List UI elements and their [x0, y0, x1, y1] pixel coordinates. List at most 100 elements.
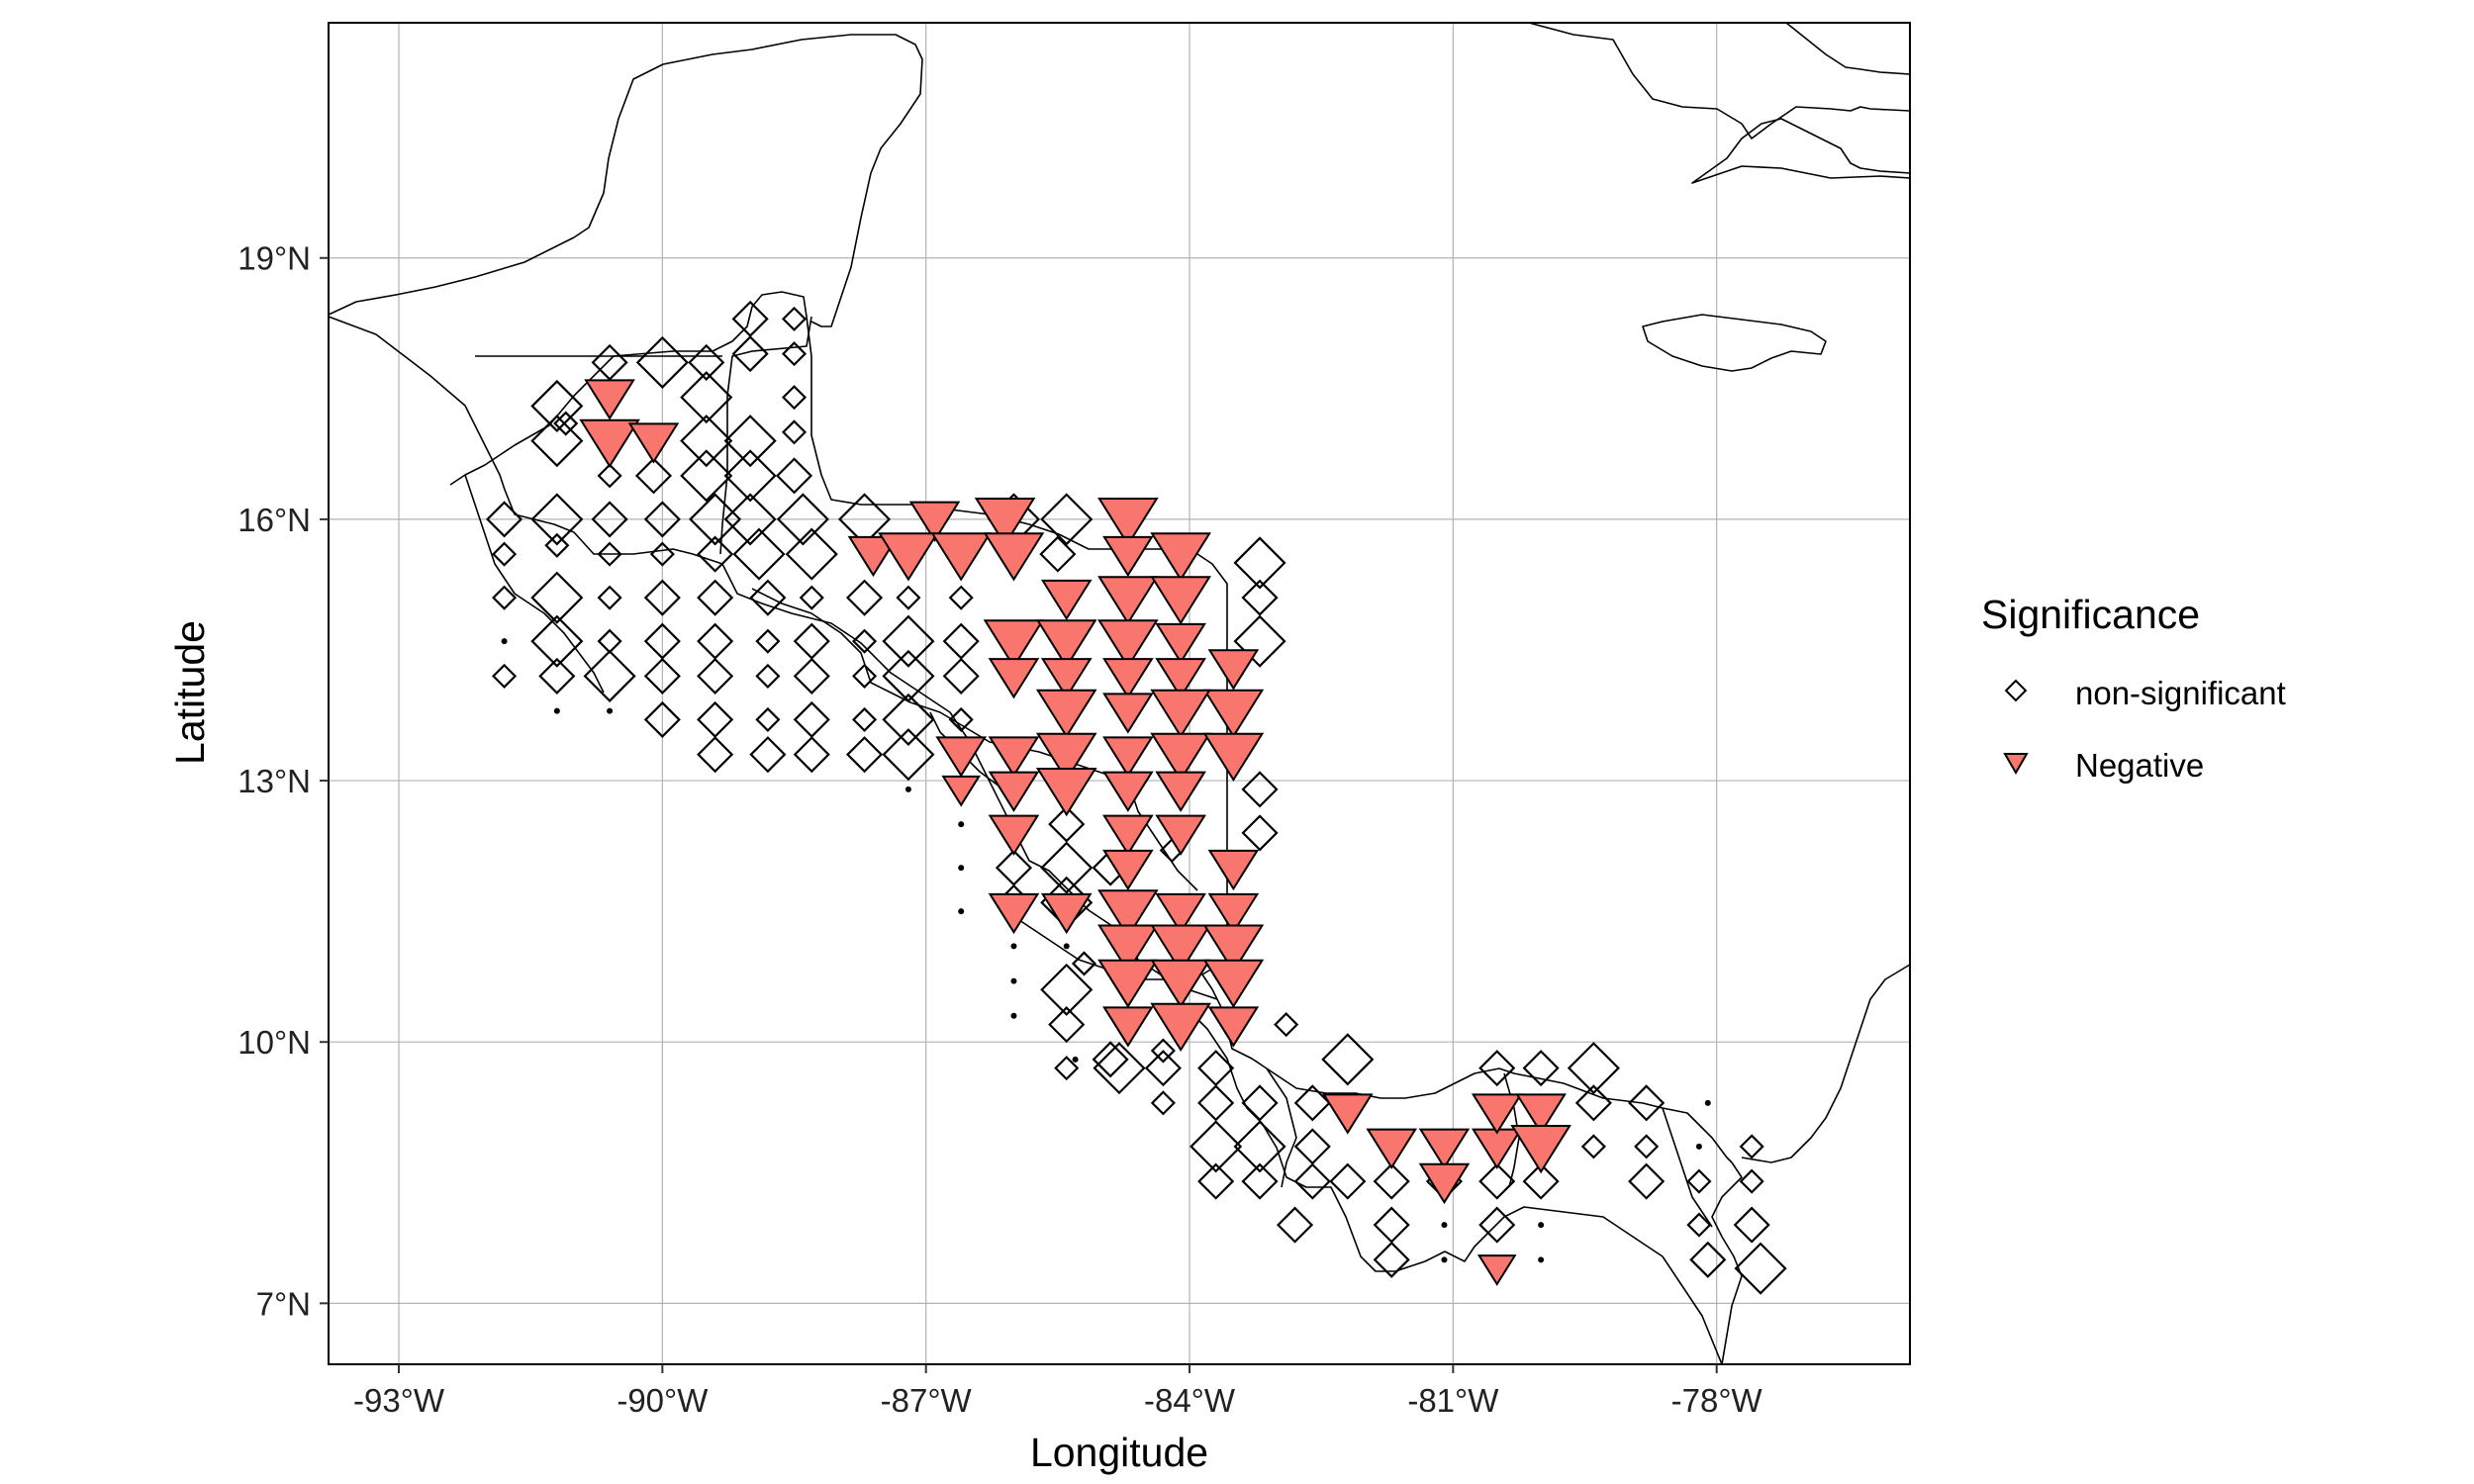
negative-point — [1322, 1093, 1374, 1135]
negative-point — [847, 535, 900, 578]
non-significant-point — [1580, 1134, 1606, 1159]
non-significant-point — [583, 649, 636, 702]
non-significant-point — [492, 585, 518, 610]
negative-point — [1102, 693, 1154, 734]
non-significant-point — [958, 908, 965, 915]
x-axis-title: Longitude — [1030, 1430, 1208, 1475]
non-significant-point — [1277, 1206, 1314, 1244]
non-significant-point — [607, 707, 614, 714]
non-significant-point — [1063, 943, 1070, 950]
non-significant-point — [1293, 1084, 1331, 1122]
non-significant-point — [697, 535, 734, 573]
negative-point — [988, 658, 1040, 699]
non-significant-point — [544, 532, 570, 558]
negative-point — [1207, 849, 1260, 891]
negative-point — [1040, 658, 1093, 699]
non-significant-point — [749, 579, 787, 616]
negative-point — [1150, 689, 1211, 739]
non-significant-point — [1150, 1038, 1176, 1064]
non-significant-point — [1373, 1241, 1410, 1278]
non-significant-point — [851, 663, 878, 689]
negative-point — [1102, 658, 1154, 699]
non-significant-point — [1739, 1134, 1764, 1159]
negative-point — [627, 422, 680, 464]
non-significant-point — [755, 628, 781, 654]
negative-point — [988, 736, 1040, 778]
non-significant-point — [1241, 814, 1279, 852]
non-significant-point — [882, 728, 935, 782]
negative-point — [1155, 658, 1206, 699]
non-significant-point — [1634, 1134, 1660, 1159]
non-significant-point — [1048, 1006, 1086, 1044]
non-significant-point — [492, 663, 518, 689]
legend-label: non-significant — [2075, 675, 2286, 711]
negative-point — [974, 498, 1036, 547]
non-significant-point — [1071, 951, 1097, 976]
negative-point — [1040, 579, 1093, 621]
non-significant-point — [1233, 536, 1286, 590]
non-significant-point — [958, 821, 965, 828]
non-significant-point — [1241, 771, 1279, 808]
y-tick-label: 10°N — [238, 1024, 311, 1061]
non-significant-point — [597, 541, 622, 567]
non-significant-point — [1010, 943, 1017, 950]
non-significant-point — [1522, 1050, 1560, 1087]
negative-point — [1476, 1254, 1517, 1286]
negative-point — [1155, 814, 1206, 856]
non-significant-markers — [486, 300, 1787, 1295]
non-significant-point — [1478, 1206, 1516, 1244]
non-significant-point — [882, 649, 935, 702]
negative-markers — [579, 379, 1571, 1286]
non-significant-point — [1092, 1041, 1129, 1078]
non-significant-point — [680, 371, 733, 424]
negative-point — [1418, 1162, 1471, 1205]
negative-point — [1102, 771, 1154, 812]
negative-point — [1040, 892, 1093, 935]
non-significant-point — [530, 614, 584, 668]
non-significant-point — [643, 700, 681, 738]
non-significant-point — [1233, 614, 1286, 668]
negative-point — [1102, 535, 1154, 578]
negative-point — [1035, 689, 1097, 739]
negative-point — [1471, 1093, 1523, 1135]
non-significant-point — [1048, 805, 1086, 843]
non-significant-point — [1628, 1084, 1665, 1122]
non-significant-point — [793, 657, 830, 695]
non-significant-point — [851, 628, 878, 654]
non-significant-point — [1538, 1222, 1545, 1229]
non-significant-point — [530, 415, 584, 468]
non-significant-point — [1478, 1050, 1516, 1087]
x-tick-label: -90°W — [617, 1382, 709, 1419]
negative-point — [579, 418, 640, 469]
non-significant-point — [689, 493, 742, 546]
negative-point — [1202, 959, 1265, 1008]
non-significant-point — [948, 706, 974, 732]
non-significant-point — [597, 585, 622, 610]
non-significant-point — [1567, 1042, 1620, 1095]
non-significant-point — [1441, 1222, 1448, 1229]
non-significant-point — [1686, 1168, 1712, 1194]
negative-point — [930, 532, 993, 582]
negative-point — [1418, 1128, 1471, 1169]
non-significant-point — [634, 457, 673, 495]
negative-point — [1097, 924, 1159, 974]
non-significant-point — [793, 736, 830, 774]
x-tick-label: -87°W — [881, 1382, 973, 1419]
triangle-down-icon — [2003, 753, 2029, 775]
non-significant-point — [1734, 1242, 1787, 1295]
non-significant-point — [749, 736, 787, 774]
non-significant-point — [1739, 1168, 1764, 1194]
non-significant-point — [1373, 1162, 1410, 1200]
non-significant-point — [1241, 579, 1279, 616]
non-significant-point — [643, 579, 681, 616]
non-significant-point — [1054, 1056, 1080, 1081]
negative-point — [1207, 649, 1260, 691]
non-significant-point — [723, 415, 777, 468]
non-significant-point — [882, 693, 935, 746]
non-significant-point — [1197, 1162, 1235, 1200]
non-significant-point — [1144, 1050, 1182, 1087]
x-tick-label: -93°W — [353, 1382, 445, 1419]
negative-point — [983, 532, 1045, 582]
x-tick-label: -78°W — [1671, 1382, 1763, 1419]
non-significant-point — [1574, 1084, 1612, 1122]
